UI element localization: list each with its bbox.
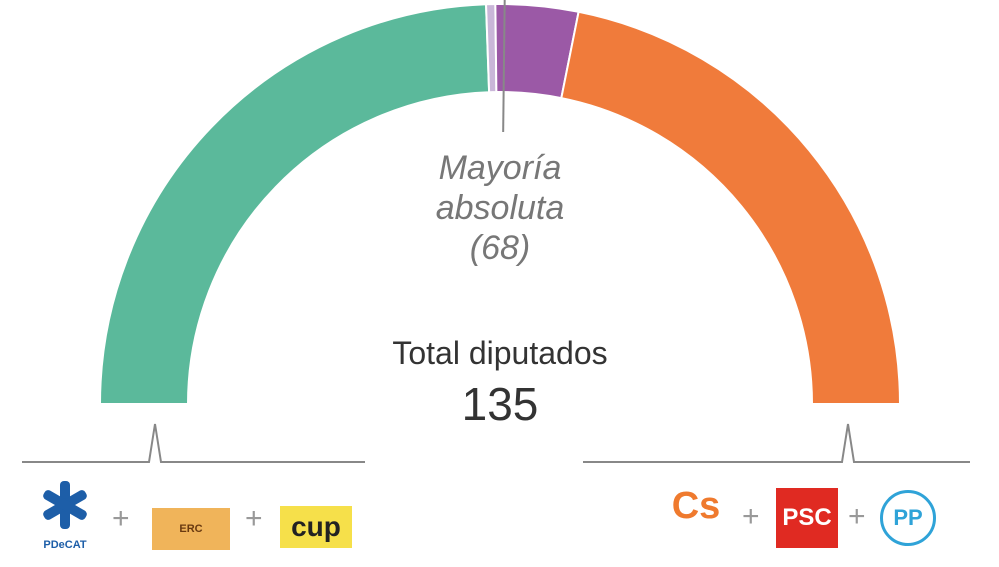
pp-logo: PP bbox=[880, 490, 936, 546]
total-label: Total diputados bbox=[392, 335, 608, 371]
majority-label-line1: Mayoría bbox=[438, 149, 562, 187]
seat-segment-3 bbox=[560, 10, 902, 405]
cup-text: CUP bbox=[291, 511, 341, 542]
total-value: 135 bbox=[461, 378, 539, 430]
erc-logo: ERC bbox=[152, 508, 230, 550]
pp-text: PP bbox=[893, 505, 923, 530]
asterisk-icon bbox=[43, 481, 87, 529]
plus-sign: + bbox=[112, 502, 130, 535]
cs-logo: Cs bbox=[664, 484, 728, 554]
erc-text: ERC bbox=[179, 523, 203, 535]
majority-label-line2: absoluta bbox=[435, 189, 565, 227]
cs-text: Cs bbox=[671, 485, 721, 527]
plus-sign: + bbox=[245, 502, 263, 535]
psc-text: PSC bbox=[782, 504, 832, 531]
plus-sign: + bbox=[742, 500, 760, 533]
plus-sign: + bbox=[848, 500, 866, 533]
pdecat-logo: PDeCAT bbox=[30, 478, 100, 558]
majority-label: Mayoría absoluta (68) bbox=[380, 148, 620, 268]
right-bloc-bracket bbox=[583, 423, 970, 463]
pdecat-text: PDeCAT bbox=[43, 539, 87, 551]
majority-line bbox=[502, 0, 506, 133]
cup-logo: CUP bbox=[280, 506, 352, 548]
majority-label-line3: (68) bbox=[469, 229, 531, 267]
psc-logo: PSC bbox=[776, 488, 838, 548]
left-bloc-bracket bbox=[22, 423, 365, 463]
